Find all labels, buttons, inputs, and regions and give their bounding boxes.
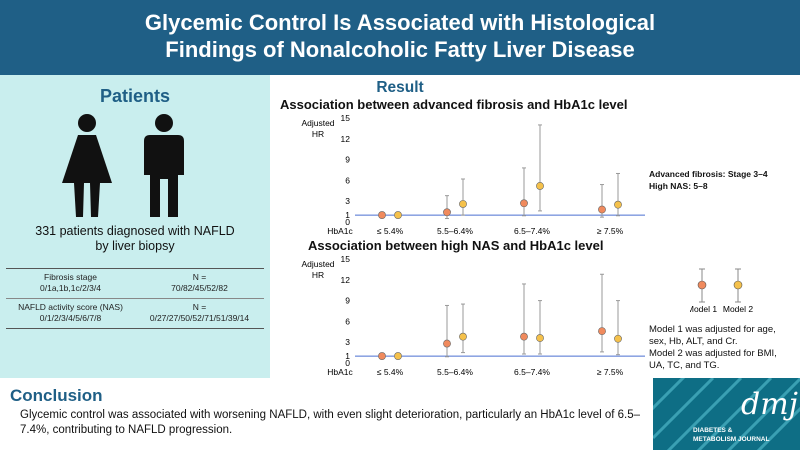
table-row: Fibrosis stage 0/1a,1b,1c/2/3/4 N = 70/82/…: [40, 272, 228, 293]
male-icon: [144, 114, 184, 217]
x-tick-label: 5.5–6.4%: [437, 367, 473, 377]
y-axis-label: Adjusted: [301, 118, 334, 128]
chart1-title: Association between advanced fibrosis an…: [280, 97, 628, 112]
data-point: [459, 332, 467, 341]
data-point: [614, 334, 622, 343]
data-point: [378, 352, 386, 360]
x-tick-label: ≥ 7.5%: [597, 367, 624, 377]
y-tick-label: 1: [345, 210, 350, 220]
legend-model2-label: Model 2: [723, 304, 754, 312]
y-tick-label: 0: [345, 358, 350, 368]
x-tick-label: ≥ 7.5%: [597, 226, 624, 236]
x-axis-label: HbA1c: [327, 226, 353, 236]
y-tick-label: 3: [345, 196, 350, 206]
y-tick-label: 12: [341, 134, 351, 144]
legend-model1-label: Model 1: [690, 304, 717, 312]
y-tick-label: 15: [341, 113, 351, 123]
model-note: Model 1 was adjusted for age, sex, Hb, A…: [649, 324, 777, 371]
y-tick-label: 15: [341, 254, 351, 264]
x-tick-label: 6.5–7.4%: [514, 226, 550, 236]
data-point: [443, 339, 451, 348]
y-axis-label: HR: [312, 270, 324, 280]
logo-mark: dmj: [741, 387, 798, 422]
conclusion-text: Glycemic control was associated with wor…: [20, 409, 641, 436]
data-point: [536, 334, 544, 342]
header-banner: Glycemic Control Is Associated with Hist…: [0, 0, 800, 75]
logo-line1: DIABETES &: [693, 427, 733, 434]
y-tick-label: 1: [345, 351, 350, 361]
data-point: [598, 205, 606, 214]
header-title-line1: Glycemic Control Is Associated with Hist…: [144, 10, 656, 35]
y-tick-label: 0: [345, 217, 350, 227]
result-title: Result: [376, 79, 424, 96]
y-tick-label: 6: [345, 316, 350, 326]
y-tick-label: 6: [345, 175, 350, 185]
data-point: [598, 327, 606, 336]
data-point: [378, 211, 386, 219]
y-tick-label: 9: [345, 155, 350, 165]
chart-legend: Model 1 Model 2: [690, 268, 754, 312]
y-axis-label: Adjusted: [301, 259, 334, 269]
data-point: [394, 352, 402, 360]
conclusion-title: Conclusion: [10, 386, 103, 405]
y-axis-label: HR: [312, 129, 324, 139]
logo-line2: METABOLISM JOURNAL: [693, 436, 769, 443]
header-title-line2: Findings of Nonalcoholic Fatty Liver Dis…: [165, 37, 635, 62]
data-point: [520, 332, 528, 341]
data-point: [443, 208, 451, 217]
x-tick-label: ≤ 5.4%: [377, 367, 404, 377]
data-point: [459, 200, 467, 208]
table-row: NAFLD activity score (NAS) 0/1/2/3/4/5/6/…: [6, 298, 264, 328]
x-tick-label: 6.5–7.4%: [514, 367, 550, 377]
patients-panel: Patients 331 patients diagnosed with NAF…: [0, 75, 270, 378]
x-tick-label: ≤ 5.4%: [377, 226, 404, 236]
data-point: [520, 199, 528, 208]
patients-icon: [62, 114, 184, 217]
y-tick-label: 3: [345, 337, 350, 347]
legend-model2-marker: [733, 280, 743, 290]
x-axis-label: HbA1c: [327, 367, 353, 377]
journal-logo: dmj DIABETES & METABOLISM JOURNAL: [653, 378, 800, 450]
data-point: [536, 182, 544, 190]
x-tick-label: 5.5–6.4%: [437, 226, 473, 236]
data-point: [614, 200, 622, 209]
patients-table: Fibrosis stage 0/1a,1b,1c/2/3/4 N = 70/82/…: [6, 268, 264, 329]
y-tick-label: 9: [345, 296, 350, 306]
patients-description: 331 patients diagnosed with NAFLD by liv…: [35, 224, 235, 253]
chart2-title: Association between high NAS and HbA1c l…: [308, 238, 604, 253]
data-point: [394, 211, 402, 219]
female-icon: [62, 114, 112, 217]
y-tick-label: 12: [341, 275, 351, 285]
definition-note: Advanced fibrosis: Stage 3–4 High NAS: 5…: [649, 169, 768, 191]
patients-title: Patients: [99, 86, 171, 106]
result-panel: [270, 75, 800, 378]
legend-model1-marker: [697, 280, 707, 290]
